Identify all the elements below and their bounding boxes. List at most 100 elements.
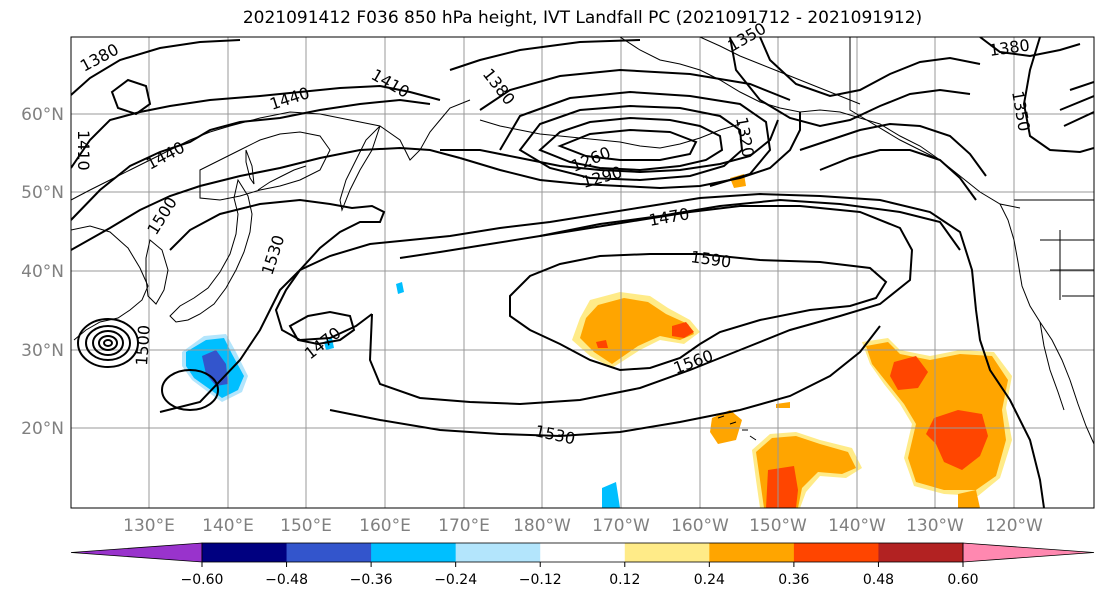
height-contour (979, 37, 1081, 58)
map-title: 2021091412 F036 850 hPa height, IVT Land… (242, 8, 923, 28)
colorbar-ticks: −0.60 −0.48 −0.36 −0.24 −0.12 0.12 0.24 0.36 0.4… (181, 562, 979, 588)
colorbar-cell (793, 543, 879, 562)
border-us-states (1040, 230, 1094, 300)
colorbar-extend-high (962, 542, 1095, 563)
height-contour (159, 192, 1045, 508)
height-contour (110, 78, 152, 116)
ivt-positive-region (710, 410, 742, 444)
typhoon-contour (103, 339, 113, 347)
height-contour (440, 119, 779, 174)
longitude-labels: 130°E 140°E 150°E 160°E 170°E 180°W 170°… (123, 516, 1043, 536)
height-contour (288, 310, 356, 346)
lon-label: 130°E (123, 516, 175, 536)
height-contour (759, 37, 981, 98)
colorbar-cells (70, 542, 1095, 563)
height-contour (539, 198, 961, 251)
typhoon-contour (77, 318, 139, 368)
ivt-negative-region (602, 482, 620, 508)
height-contour (459, 112, 801, 190)
ivt-shading (182, 174, 1012, 508)
border-alaska-canada (849, 37, 941, 161)
graticule (71, 37, 1094, 508)
lat-label-30n: 30°N (21, 341, 64, 361)
colorbar-tick-label: −0.60 (181, 572, 224, 588)
height-contour (161, 369, 219, 411)
lon-label: 180°W (513, 516, 571, 536)
colorbar-cell (624, 543, 710, 562)
height-contour (509, 253, 888, 372)
ivt-positive-core (766, 466, 798, 508)
height-contour (479, 68, 791, 111)
coastline-japan (169, 178, 253, 323)
coastline-sakhalin (245, 149, 255, 185)
lon-label: 120°W (985, 516, 1043, 536)
ivt-positive-region (776, 402, 790, 408)
height-contour (449, 39, 641, 71)
height-contour (1022, 37, 1094, 154)
height-contours (71, 37, 1094, 508)
colorbar-tick-label: −0.36 (350, 572, 393, 588)
lon-label: 170°E (438, 516, 490, 536)
colorbar-tick-label: 0.36 (778, 572, 809, 588)
coastline-aleutians (479, 119, 741, 149)
colorbar-tick-label: 0.48 (863, 572, 894, 588)
ivt-positive-region (958, 490, 980, 508)
lat-label-50n: 50°N (21, 183, 64, 203)
lat-label-60n: 60°N (21, 105, 64, 125)
height-contour (819, 149, 977, 201)
lon-label: 130°W (906, 516, 964, 536)
colorbar: −0.60 −0.48 −0.36 −0.24 −0.12 0.12 0.24 0.36 0.4… (70, 542, 1095, 588)
coastline-hawaii (717, 415, 757, 441)
coastlines (71, 37, 1094, 445)
ivt-negative-core (202, 350, 228, 386)
ivt-positive-core (672, 322, 694, 338)
height-contour (538, 116, 724, 172)
typhoon-contour (85, 325, 131, 361)
height-contour (729, 37, 971, 128)
typhoon-contour (92, 330, 124, 356)
colorbar-cell (286, 543, 372, 562)
lat-label-20n: 20°N (21, 419, 64, 439)
coastline-kurils (257, 165, 307, 191)
height-contour (1059, 81, 1094, 127)
colorbar-extend-low (70, 542, 203, 563)
colorbar-tick-label: 0.12 (609, 572, 640, 588)
colorbar-tick-label: −0.48 (265, 572, 308, 588)
colorbar-cell (202, 543, 288, 562)
colorbar-tick-label: 0.24 (694, 572, 725, 588)
ivt-positive-region (580, 298, 694, 364)
ivt-positive-core (596, 340, 608, 348)
ivt-positive-core (890, 356, 928, 390)
ivt-positive-core (926, 410, 988, 470)
colorbar-cell (709, 543, 795, 562)
lon-label: 160°W (671, 516, 729, 536)
contour-label: 1500 (132, 324, 154, 366)
height-contour (71, 98, 431, 221)
height-contour (71, 146, 461, 251)
height-contour (557, 128, 698, 161)
coastline-baja (1039, 321, 1065, 411)
contour-label: 1410 (74, 130, 93, 171)
lon-label: 150°E (280, 516, 332, 536)
colorbar-cell (371, 543, 457, 562)
height-contour (329, 325, 881, 438)
coastline-korea (145, 239, 169, 305)
lon-label: 150°W (749, 516, 807, 536)
lat-label-40n: 40°N (21, 262, 64, 282)
ivt-negative-region (396, 282, 404, 294)
colorbar-cell (540, 543, 626, 562)
colorbar-tick-label: −0.24 (434, 572, 477, 588)
height-contour (71, 84, 441, 169)
lon-label: 140°W (828, 516, 886, 536)
colorbar-cell (878, 543, 964, 562)
lon-label: 140°E (202, 516, 254, 536)
map-frame (70, 36, 1095, 509)
coastline-asia (71, 99, 471, 201)
lon-label: 170°W (592, 516, 650, 536)
height-contour (368, 205, 914, 406)
typhoon-contour (98, 335, 118, 351)
height-contour (799, 122, 987, 177)
coastline-alaska-north (699, 37, 861, 105)
colorbar-cell (455, 543, 541, 562)
